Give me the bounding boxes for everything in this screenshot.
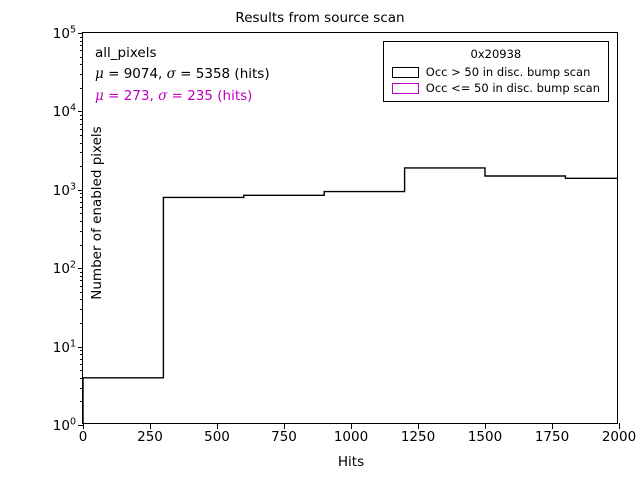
x-tick-major xyxy=(83,423,84,429)
y-tick-minor xyxy=(79,213,83,215)
y-tick-label: 102 xyxy=(52,259,76,277)
y-tick-minor xyxy=(79,135,83,136)
legend-swatch-magenta-icon xyxy=(391,82,419,94)
legend-label-occ-gt-50: Occ > 50 in disc. bump scan xyxy=(425,65,591,79)
y-tick-minor xyxy=(79,193,83,195)
stats-magenta-mu: 273 xyxy=(123,87,150,104)
page-title: Results from source scan xyxy=(235,10,405,26)
x-tick-label: 750 xyxy=(271,429,297,445)
y-tick-minor xyxy=(79,377,83,379)
x-tick-label: 2000 xyxy=(601,429,637,445)
y-tick-minor xyxy=(79,285,83,287)
y-tick-minor xyxy=(79,45,83,47)
y-tick-minor xyxy=(79,123,83,125)
y-tick-major xyxy=(77,33,83,34)
x-tick-label: 1750 xyxy=(534,429,570,445)
legend-swatch-black-icon xyxy=(391,66,419,78)
y-tick-minor xyxy=(79,197,83,199)
y-tick-minor xyxy=(79,280,83,282)
y-tick-minor xyxy=(79,354,83,356)
y-tick-minor xyxy=(79,220,83,222)
legend-label-occ-le-50: Occ <= 50 in disc. bump scan xyxy=(425,81,600,95)
x-tick-major xyxy=(217,423,218,429)
stats-magenta-unit: (hits) xyxy=(217,87,253,104)
y-tick-label: 103 xyxy=(52,181,76,199)
y-tick-minor xyxy=(79,271,83,273)
y-tick-minor xyxy=(79,358,83,360)
legend-item-occ-gt-50[interactable]: Occ > 50 in disc. bump scan xyxy=(391,64,600,80)
stats-annotation: all_pixels μ = 9074, σ = 5358 (hits) μ =… xyxy=(95,43,270,107)
x-tick-major xyxy=(150,423,151,429)
y-tick-major xyxy=(77,189,83,191)
x-tick-label: 250 xyxy=(137,429,163,445)
y-tick-minor xyxy=(79,142,83,144)
y-tick-minor xyxy=(79,152,83,154)
x-tick-major xyxy=(552,423,553,429)
legend: 0x20938 Occ > 50 in disc. bump scan Occ … xyxy=(382,41,609,102)
y-tick-major xyxy=(77,268,83,270)
y-tick-minor xyxy=(79,350,83,352)
x-tick-major xyxy=(418,423,419,429)
y-tick-minor xyxy=(79,118,83,120)
y-tick-minor xyxy=(79,275,83,277)
y-tick-label: 100 xyxy=(52,416,76,434)
y-tick-minor xyxy=(79,363,83,365)
x-tick-label: 1500 xyxy=(467,429,503,445)
y-tick-minor xyxy=(79,50,83,52)
y-tick-minor xyxy=(79,370,83,372)
y-tick-minor xyxy=(79,387,83,389)
y-tick-minor xyxy=(79,56,83,58)
y-tick-minor xyxy=(79,73,83,75)
x-tick-major xyxy=(284,423,285,429)
plot-area: 100 101 102 103 104 105 0 250 500 750 1000 1250 150… xyxy=(53,24,636,470)
y-tick-minor xyxy=(79,230,83,232)
x-tick-major xyxy=(485,423,486,429)
y-tick-major xyxy=(77,346,83,348)
y-tick-minor xyxy=(79,87,83,89)
y-tick-minor xyxy=(79,114,83,116)
stats-black-sigma: 5358 xyxy=(195,66,231,83)
x-tick-label: 1000 xyxy=(333,429,369,445)
y-tick-minor xyxy=(79,309,83,311)
y-tick-minor xyxy=(79,36,83,38)
y-tick-minor xyxy=(79,401,83,403)
stats-black-line: μ = 9074, σ = 5358 (hits) xyxy=(95,66,270,83)
y-tick-minor xyxy=(79,40,83,42)
stats-black-unit: (hits) xyxy=(234,66,270,83)
legend-title: 0x20938 xyxy=(470,47,522,61)
y-tick-minor xyxy=(79,64,83,66)
y-tick-minor xyxy=(79,207,83,209)
y-tick-minor xyxy=(79,291,83,293)
stats-magenta-sigma: 235 xyxy=(187,87,213,104)
x-tick-label: 0 xyxy=(78,429,88,445)
x-tick-label: 1250 xyxy=(400,429,436,445)
x-tick-major xyxy=(351,423,352,429)
stats-dataset-label: all_pixels xyxy=(95,45,157,61)
y-tick-minor xyxy=(79,322,83,324)
stats-magenta-line: μ = 273, σ = 235 (hits) xyxy=(95,87,253,104)
y-tick-minor xyxy=(79,299,83,301)
y-tick-major xyxy=(77,425,83,426)
y-tick-label: 105 xyxy=(52,24,76,42)
y-tick-label: 104 xyxy=(52,102,76,121)
legend-item-occ-le-50[interactable]: Occ <= 50 in disc. bump scan xyxy=(391,80,600,96)
y-tick-minor xyxy=(79,128,83,130)
x-tick-major xyxy=(619,423,620,429)
x-tick-label: 500 xyxy=(204,429,230,445)
y-tick-major xyxy=(77,111,83,113)
y-tick-minor xyxy=(79,201,83,203)
series-occ-gt-50 xyxy=(83,167,617,423)
histogram-svg xyxy=(83,167,617,423)
stats-black-mu: 9074 xyxy=(123,66,159,83)
y-tick-minor xyxy=(79,244,83,246)
y-tick-minor xyxy=(79,166,83,168)
y-tick-label: 101 xyxy=(52,337,76,356)
plot-inner xyxy=(83,33,617,423)
x-axis-label: Hits xyxy=(337,454,365,470)
